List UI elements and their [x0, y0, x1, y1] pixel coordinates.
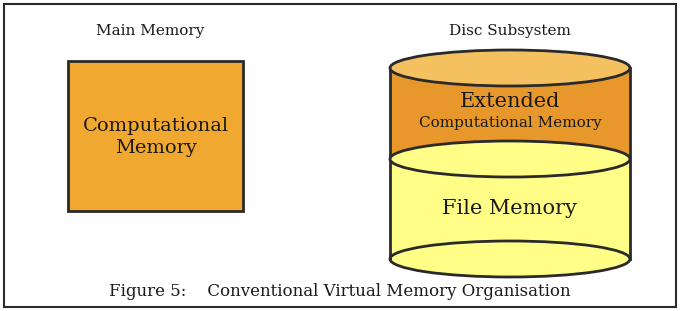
Text: Memory: Memory — [114, 139, 197, 157]
Text: Main Memory: Main Memory — [96, 24, 204, 38]
Text: File Memory: File Memory — [443, 199, 577, 219]
Ellipse shape — [390, 50, 630, 86]
Bar — [68, 61, 243, 211]
Text: Figure 5:    Conventional Virtual Memory Organisation: Figure 5: Conventional Virtual Memory Or… — [109, 282, 571, 299]
Text: Computational: Computational — [82, 117, 228, 135]
Text: Extended: Extended — [460, 92, 560, 111]
Text: Computational Memory: Computational Memory — [419, 117, 601, 131]
Ellipse shape — [390, 241, 630, 277]
Bar — [390, 159, 630, 259]
Text: Disc Subsystem: Disc Subsystem — [449, 24, 571, 38]
Ellipse shape — [390, 141, 630, 177]
Bar — [390, 68, 630, 159]
